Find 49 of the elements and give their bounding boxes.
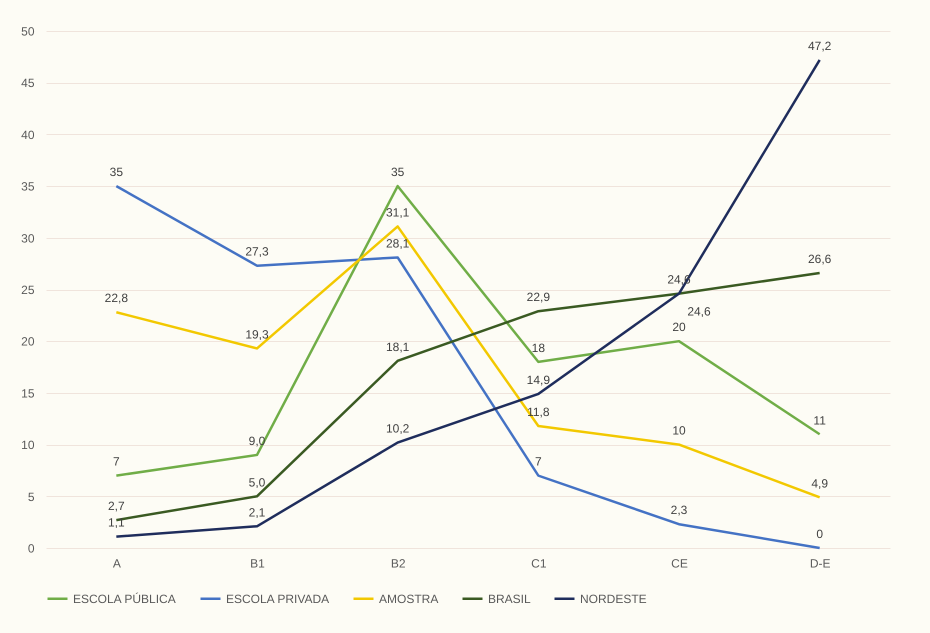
- legend-label: NORDESTE: [580, 592, 647, 606]
- data-label: 24,6: [687, 304, 711, 319]
- legend-label: AMOSTRA: [379, 592, 438, 606]
- data-label: 10: [672, 424, 686, 438]
- data-label: 18: [532, 340, 546, 355]
- data-label: 14,9: [526, 372, 550, 387]
- x-tick-label: C1: [531, 556, 547, 570]
- data-label: 31,1: [386, 205, 410, 220]
- legend-label: ESCOLA PRIVADA: [226, 592, 330, 606]
- data-label: 35: [110, 165, 124, 180]
- data-label: 22,9: [526, 290, 550, 304]
- data-label: 2,1: [248, 505, 266, 520]
- data-label: 20: [672, 320, 686, 334]
- legend-label: BRASIL: [488, 592, 532, 606]
- data-label: 27,3: [245, 244, 269, 259]
- x-tick-label: B2: [390, 556, 406, 570]
- data-label: 0: [816, 527, 824, 541]
- y-tick-label: 5: [28, 490, 35, 504]
- data-label: 47,2: [808, 38, 832, 53]
- data-label: 7: [534, 454, 542, 469]
- data-label: 2,3: [670, 503, 688, 518]
- y-tick-label: 0: [28, 542, 35, 556]
- data-label: 26,6: [808, 252, 832, 266]
- data-label: 7: [112, 454, 120, 469]
- y-tick-label: 30: [21, 231, 35, 246]
- y-tick-label: 40: [21, 128, 35, 142]
- data-label: 18,1: [386, 340, 410, 354]
- data-label: 2,7: [108, 499, 125, 514]
- y-tick-label: 15: [21, 386, 35, 400]
- data-label: 35: [390, 165, 405, 180]
- data-label: 22,8: [104, 291, 128, 306]
- data-label: 1,1: [108, 516, 125, 530]
- data-label: 11: [813, 413, 826, 428]
- x-tick-label: CE: [671, 556, 688, 570]
- y-tick-label: 45: [21, 76, 35, 90]
- data-label: 5,0: [248, 475, 266, 490]
- y-tick-label: 50: [21, 24, 35, 38]
- y-tick-label: 10: [21, 438, 35, 452]
- y-tick-label: 20: [21, 334, 35, 349]
- y-tick-label: 35: [21, 180, 35, 194]
- x-tick-label: D-E: [810, 556, 831, 570]
- data-label: 28,1: [386, 236, 410, 250]
- data-label: 4,9: [811, 476, 828, 490]
- data-label: 10,2: [386, 422, 410, 436]
- legend-label: ESCOLA PÚBLICA: [73, 592, 176, 606]
- y-tick-label: 25: [21, 283, 35, 297]
- data-label: 19,3: [245, 327, 269, 342]
- x-tick-label: A: [112, 556, 121, 570]
- x-tick-label: B1: [250, 556, 266, 570]
